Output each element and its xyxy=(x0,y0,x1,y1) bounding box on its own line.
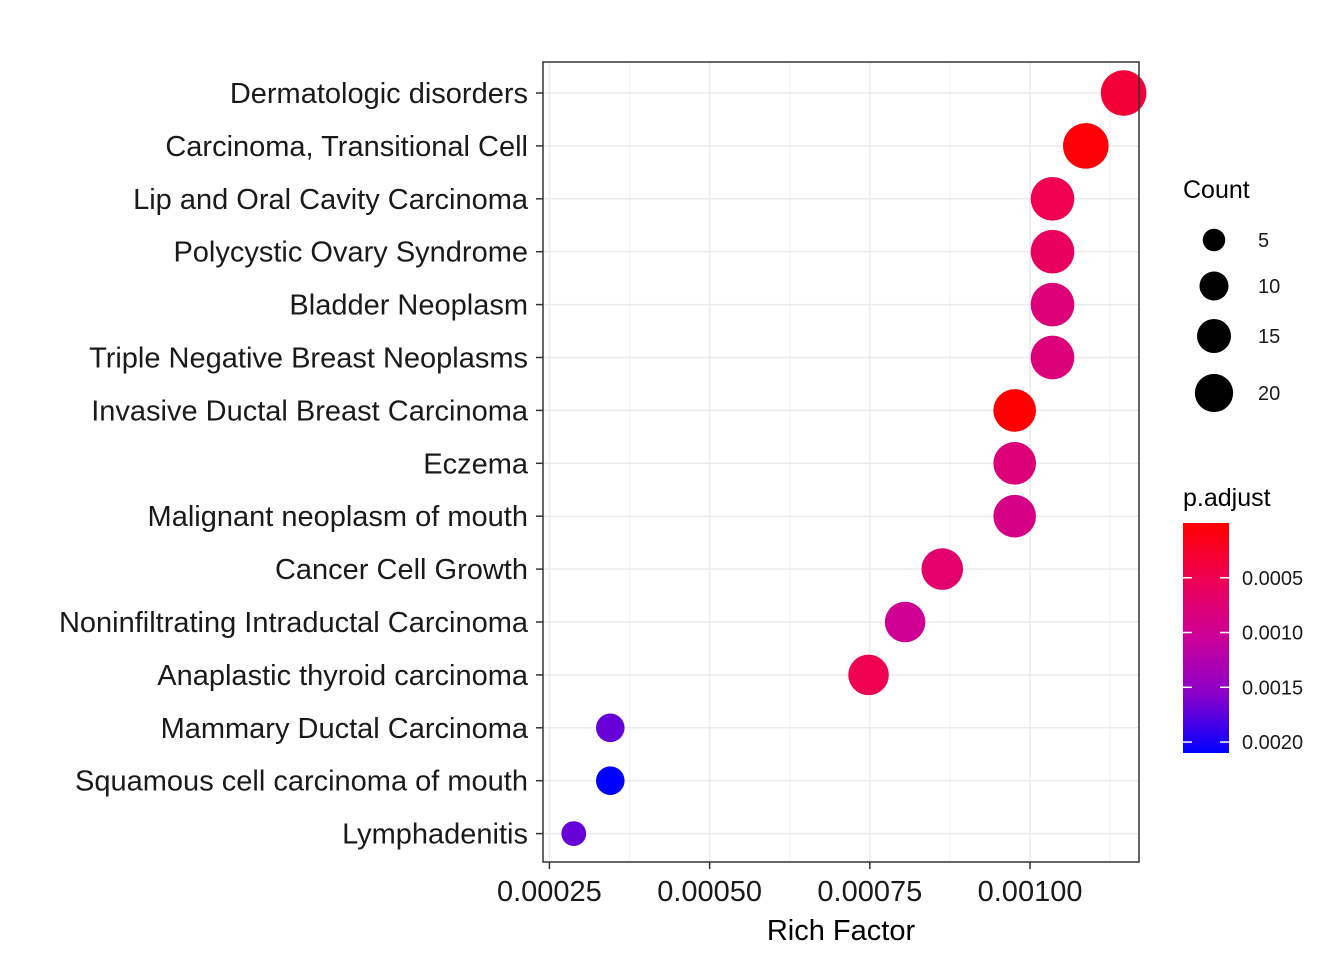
x-tick-label: 0.00050 xyxy=(657,876,762,908)
category-label: Mammary Ductal Carcinoma xyxy=(161,713,529,745)
data-point xyxy=(596,766,625,795)
category-label: Invasive Ductal Breast Carcinoma xyxy=(91,395,529,427)
category-label: Carcinoma, Transitional Cell xyxy=(165,131,528,163)
x-axis-ticks: 0.00025 0.00050 0.00075 0.00100 xyxy=(497,862,1082,908)
category-label: Anaplastic thyroid carcinoma xyxy=(157,660,529,692)
category-label: Lymphadenitis xyxy=(342,819,528,851)
color-legend-title: p.adjust xyxy=(1183,484,1271,512)
data-point xyxy=(848,654,889,696)
x-tick-label: 0.00075 xyxy=(817,876,922,908)
size-legend-key xyxy=(1194,373,1234,413)
data-point xyxy=(993,494,1036,538)
data-point xyxy=(993,389,1036,432)
data-point xyxy=(561,821,587,846)
category-label: Bladder Neoplasm xyxy=(289,290,528,322)
color-legend-label: 0.0015 xyxy=(1242,677,1303,699)
size-legend-key xyxy=(1199,271,1229,301)
data-point xyxy=(1063,123,1109,169)
color-legend-label: 0.0005 xyxy=(1242,568,1303,590)
x-tick-label: 0.00025 xyxy=(497,876,602,908)
data-point xyxy=(1030,176,1075,221)
size-legend-key xyxy=(1196,318,1232,354)
x-axis-title: Rich Factor xyxy=(767,915,916,947)
category-label: Eczema xyxy=(423,448,529,480)
data-point xyxy=(596,713,625,743)
category-label: Noninfiltrating Intraductal Carcinoma xyxy=(59,607,529,639)
category-label: Lip and Oral Cavity Carcinoma xyxy=(133,184,529,216)
data-point xyxy=(1100,70,1147,116)
size-legend-key xyxy=(1202,228,1226,252)
category-label: Cancer Cell Growth xyxy=(275,554,528,586)
color-legend: p.adjust 0.0005 0.0010 0.0015 0.0020 xyxy=(1183,484,1303,754)
size-legend-title: Count xyxy=(1183,176,1250,204)
size-legend-label: 15 xyxy=(1258,326,1280,348)
category-label: Malignant neoplasm of mouth xyxy=(148,501,528,533)
plot-border xyxy=(542,61,1140,863)
category-labels: Dermatologic disorders Carcinoma, Transit… xyxy=(59,78,543,851)
data-point xyxy=(993,441,1036,485)
size-legend: Count 5 10 15 20 xyxy=(1183,176,1280,413)
data-point xyxy=(921,548,964,590)
data-point xyxy=(884,601,926,643)
color-bar xyxy=(1183,523,1229,753)
category-label: Polycystic Ovary Syndrome xyxy=(173,237,528,269)
size-legend-label: 10 xyxy=(1258,276,1280,298)
data-points xyxy=(561,70,1147,846)
color-legend-label: 0.0010 xyxy=(1242,623,1303,645)
category-label: Squamous cell carcinoma of mouth xyxy=(75,766,528,798)
color-legend-label: 0.0020 xyxy=(1242,732,1303,754)
x-tick-label: 0.00100 xyxy=(978,876,1083,908)
size-legend-label: 20 xyxy=(1258,383,1280,405)
size-legend-label: 5 xyxy=(1258,230,1269,252)
data-point xyxy=(1030,335,1075,380)
category-label: Dermatologic disorders xyxy=(230,78,528,110)
data-point xyxy=(1030,229,1075,274)
data-point xyxy=(1030,282,1075,327)
category-label: Triple Negative Breast Neoplasms xyxy=(89,343,528,375)
